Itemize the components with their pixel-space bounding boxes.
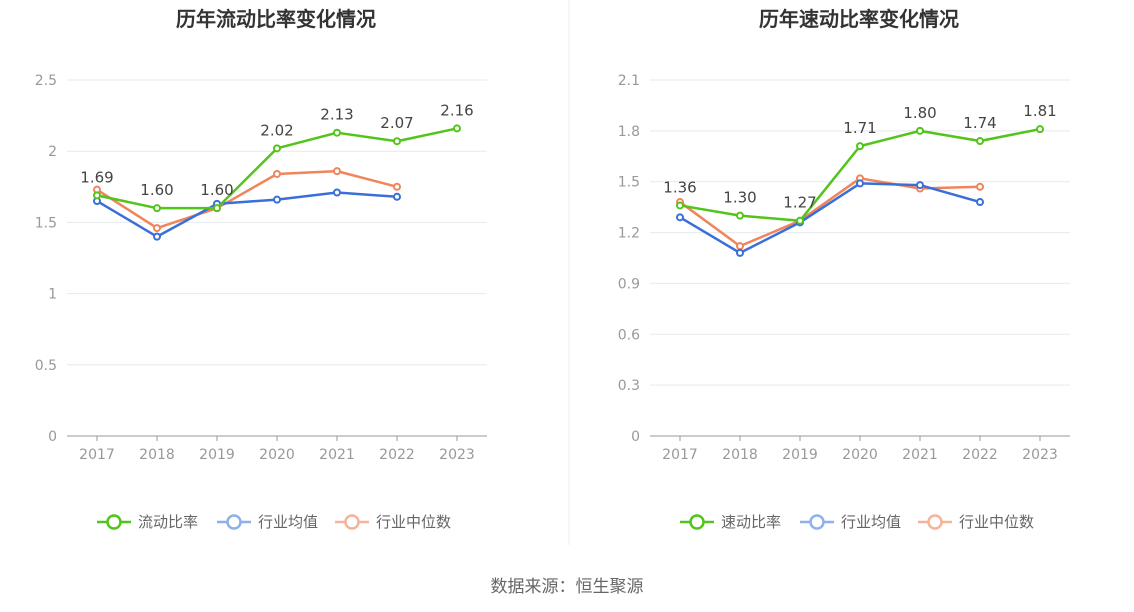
data-point <box>1036 125 1044 134</box>
chart-title: 历年速动比率变化情况 <box>759 7 959 31</box>
legend-item: 流动比率 <box>97 513 198 531</box>
data-point <box>736 248 744 257</box>
data-point <box>736 242 744 251</box>
legend-label: 行业均值 <box>258 513 318 531</box>
x-tick-label: 2017 <box>662 447 698 463</box>
data-point <box>273 144 281 153</box>
data-label: 2.13 <box>320 106 353 124</box>
x-tick-label: 2021 <box>902 447 938 463</box>
series-line <box>96 191 398 238</box>
y-tick-label: 2.5 <box>35 73 57 89</box>
data-label: 2.07 <box>380 114 413 132</box>
x-tick-label: 2023 <box>1022 447 1058 463</box>
y-tick-label: 1.5 <box>618 175 640 191</box>
data-point <box>273 195 281 204</box>
legend-item: 行业中位数 <box>335 513 451 531</box>
data-label: 1.80 <box>903 104 936 122</box>
data-point <box>333 167 341 176</box>
x-tick-label: 2017 <box>79 447 115 463</box>
data-label: 2.02 <box>260 121 293 139</box>
legend-label: 速动比率 <box>721 513 781 531</box>
data-point <box>676 201 684 210</box>
data-point <box>916 126 924 135</box>
legend-marker <box>809 514 825 530</box>
x-tick-label: 2020 <box>842 447 878 463</box>
data-label: 1.60 <box>140 181 173 199</box>
quick-ratio-chart: 历年速动比率变化情况 0 0.3 0.6 0.9 1.2 1.5 1.8 2.1 2017 2018… <box>618 7 1070 531</box>
data-point <box>976 198 984 207</box>
x-tick-label: 2019 <box>199 447 235 463</box>
data-point <box>856 179 864 188</box>
legend-marker <box>226 514 242 530</box>
legend-item: 行业均值 <box>800 513 901 531</box>
source-note: 数据来源：恒生聚源 <box>491 577 644 597</box>
x-tick-label: 2019 <box>782 447 818 463</box>
legend-item: 行业中位数 <box>918 513 1034 531</box>
current-ratio-chart: 历年流动比率变化情况 0 0.5 1 1.5 2 2.5 2017 2018 2019 2020 20… <box>35 7 487 531</box>
data-point <box>333 188 341 197</box>
y-tick-label: 0.5 <box>35 358 57 374</box>
data-point <box>453 124 461 133</box>
legend-marker <box>927 514 943 530</box>
x-tick-label: 2021 <box>319 447 355 463</box>
data-label: 1.69 <box>80 168 113 186</box>
y-tick-label: 1.5 <box>35 215 57 231</box>
data-point <box>856 142 864 151</box>
legend-item: 行业均值 <box>217 513 318 531</box>
data-point <box>976 137 984 146</box>
data-label: 1.30 <box>723 189 756 207</box>
legend-label: 行业中位数 <box>959 513 1034 531</box>
data-point <box>736 211 744 220</box>
y-tick-label: 1 <box>48 287 57 303</box>
data-point <box>213 204 221 213</box>
data-point <box>153 204 161 213</box>
series-line <box>96 169 398 230</box>
data-label: 1.60 <box>200 181 233 199</box>
data-point <box>153 224 161 233</box>
data-point <box>153 232 161 241</box>
data-label: 1.27 <box>783 194 816 212</box>
y-tick-label: 1.2 <box>618 226 640 242</box>
legend-label: 行业中位数 <box>376 513 451 531</box>
series-line <box>679 182 981 255</box>
y-tick-label: 0.3 <box>618 378 640 394</box>
legend-marker <box>106 514 122 530</box>
data-point <box>273 169 281 178</box>
data-label: 1.71 <box>843 119 876 137</box>
data-point <box>393 182 401 191</box>
data-point <box>333 128 341 137</box>
x-tick-label: 2018 <box>139 447 175 463</box>
data-label: 1.74 <box>963 114 996 132</box>
x-tick-label: 2023 <box>439 447 475 463</box>
data-point <box>393 192 401 201</box>
y-tick-label: 0.9 <box>618 276 640 292</box>
legend-label: 行业均值 <box>841 513 901 531</box>
x-tick-label: 2022 <box>962 447 998 463</box>
chart-title: 历年流动比率变化情况 <box>176 7 376 31</box>
legend-label: 流动比率 <box>138 513 198 531</box>
y-tick-label: 0 <box>48 429 57 445</box>
data-point <box>676 213 684 222</box>
legend-marker <box>344 514 360 530</box>
legend-marker <box>689 514 705 530</box>
data-label: 1.81 <box>1023 102 1056 120</box>
legend-item: 速动比率 <box>680 513 781 531</box>
data-point <box>796 216 804 225</box>
y-tick-label: 0.6 <box>618 327 640 343</box>
y-tick-label: 2.1 <box>618 73 640 89</box>
data-point <box>976 182 984 191</box>
y-tick-label: 1.8 <box>618 124 640 140</box>
x-tick-label: 2022 <box>379 447 415 463</box>
data-label: 2.16 <box>440 101 473 119</box>
data-point <box>916 181 924 190</box>
data-label: 1.36 <box>663 178 696 196</box>
x-tick-label: 2018 <box>722 447 758 463</box>
x-tick-label: 2020 <box>259 447 295 463</box>
y-tick-label: 0 <box>631 429 640 445</box>
data-point <box>393 137 401 146</box>
y-tick-label: 2 <box>48 144 57 160</box>
data-point <box>93 191 101 200</box>
